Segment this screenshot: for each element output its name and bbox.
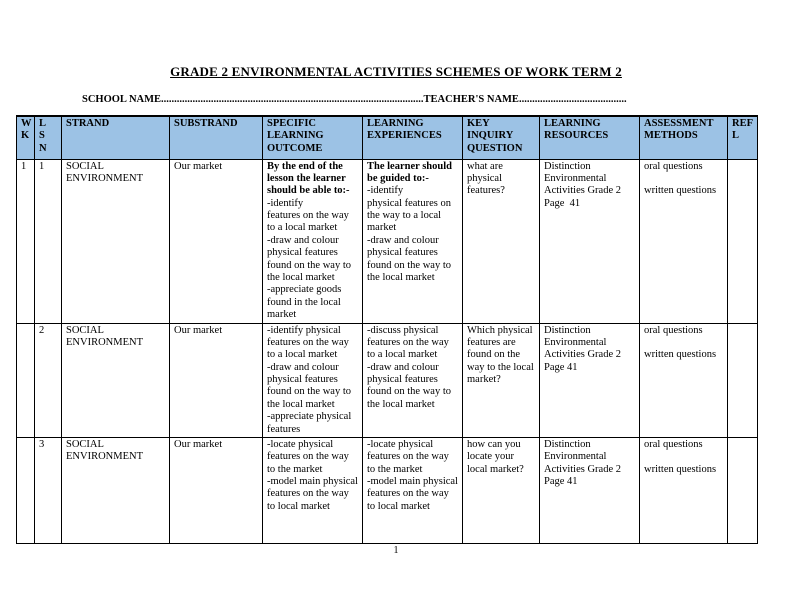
cell-substrand: Our market	[169, 158, 263, 324]
cell-key-inquiry-question: how can you locate your local market?	[462, 436, 540, 544]
cell-learning-experiences: -discuss physical features on the way to…	[362, 322, 463, 438]
cell-learning-resources: Distinction Environmental Activities Gra…	[539, 322, 640, 438]
cell-key-inquiry-question: what are physical features?	[462, 158, 540, 324]
cell-refl	[727, 436, 758, 544]
cell-learning-experiences: The learner should be guided to:- -ident…	[362, 158, 463, 324]
cell-refl	[727, 322, 758, 438]
cell-specific-learning-outcome: -identify physical features on the way t…	[262, 322, 363, 438]
col-header-learning-experiences: LEARNING EXPERIENCES	[362, 115, 463, 160]
cell-lsn: 2	[34, 322, 62, 438]
key-inquiry-text: how can you locate your local market?	[467, 438, 524, 475]
col-header-strand: STRAND	[61, 115, 170, 160]
resources-text: Distinction Environmental Activities Gra…	[544, 160, 624, 209]
key-inquiry-text: Which physical features are found on the…	[467, 324, 537, 386]
col-header-learning-resources: LEARNING RESOURCES	[539, 115, 640, 160]
cell-specific-learning-outcome: -locate physical features on the way to …	[262, 436, 363, 544]
table-row: 1 1 SOCIAL ENVIRONMENT Our market By the…	[16, 158, 758, 324]
cell-lsn: 1	[34, 158, 62, 324]
cell-learning-experiences: -locate physical features on the way to …	[362, 436, 463, 544]
col-header-key-inquiry-question: KEY INQUIRY QUESTION	[462, 115, 540, 160]
outcome-intro: By the end of the lesson the learner sho…	[267, 160, 350, 197]
assessment-text: oral questions written questions	[644, 160, 717, 197]
cell-lsn: 3	[34, 436, 62, 544]
cell-substrand: Our market	[169, 322, 263, 438]
col-header-specific-learning-outcome: SPECIFIC LEARNING OUTCOME	[262, 115, 363, 160]
cell-learning-resources: Distinction Environmental Activities Gra…	[539, 158, 640, 324]
cell-strand: SOCIAL ENVIRONMENT	[61, 158, 170, 324]
col-header-wk: W K	[16, 115, 35, 160]
cell-assessment-methods: oral questions written questions	[639, 158, 728, 324]
table-header-row: W K L S N STRAND SUBSTRAND SPECIFIC LEAR…	[16, 115, 758, 160]
col-header-substrand: SUBSTRAND	[169, 115, 263, 160]
cell-strand: SOCIAL ENVIRONMENT	[61, 436, 170, 544]
schemes-of-work-table: W K L S N STRAND SUBSTRAND SPECIFIC LEAR…	[16, 115, 758, 544]
experiences-text: -locate physical features on the way to …	[367, 438, 458, 512]
page-number: 1	[393, 545, 399, 556]
experiences-text: -discuss physical features on the way to…	[367, 324, 451, 410]
resources-text: Distinction Environmental Activities Gra…	[544, 324, 624, 373]
table-row: 3 SOCIAL ENVIRONMENT Our market -locate …	[16, 436, 758, 544]
cell-assessment-methods: oral questions written questions	[639, 322, 728, 438]
col-header-lsn: L S N	[34, 115, 62, 160]
cell-wk	[16, 436, 35, 544]
cell-assessment-methods: oral questions written questions	[639, 436, 728, 544]
experiences-intro: The learner should be guided to:-	[367, 160, 455, 184]
resources-text: Distinction Environmental Activities Gra…	[544, 438, 624, 487]
assessment-text: oral questions written questions	[644, 438, 717, 475]
cell-refl	[727, 158, 758, 324]
cell-learning-resources: Distinction Environmental Activities Gra…	[539, 436, 640, 544]
school-teacher-line: SCHOOL NAME.............................…	[82, 94, 627, 105]
col-header-assessment-methods: ASSESSMENT METHODS	[639, 115, 728, 160]
assessment-text: oral questions written questions	[644, 324, 717, 361]
cell-key-inquiry-question: Which physical features are found on the…	[462, 322, 540, 438]
document-title: GRADE 2 ENVIRONMENTAL ACTIVITIES SCHEMES…	[170, 64, 622, 79]
cell-substrand: Our market	[169, 436, 263, 544]
cell-strand: SOCIAL ENVIRONMENT	[61, 322, 170, 438]
table-row: 2 SOCIAL ENVIRONMENT Our market -identif…	[16, 322, 758, 438]
experiences-text: -identify physical features on the way t…	[367, 185, 451, 283]
key-inquiry-text: what are physical features?	[467, 160, 506, 197]
cell-wk	[16, 322, 35, 438]
cell-specific-learning-outcome: By the end of the lesson the learner sho…	[262, 158, 363, 324]
outcome-text: -locate physical features on the way to …	[267, 438, 358, 512]
outcome-text: -identify physical features on the way t…	[267, 324, 352, 435]
cell-wk: 1	[16, 158, 35, 324]
col-header-refl: REF L	[727, 115, 758, 160]
outcome-text: -identify features on the way to a local…	[267, 197, 351, 320]
